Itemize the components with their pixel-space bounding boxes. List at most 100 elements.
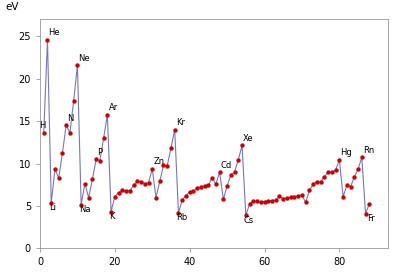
Point [186,190,193,194]
Point [138,179,144,184]
Point [100,136,107,140]
Point [52,167,58,171]
Text: He: He [49,28,60,37]
Point [168,146,174,150]
Point [48,200,54,205]
Point [175,211,182,215]
Point [325,170,331,174]
Point [366,201,372,206]
Point [190,189,197,193]
Point [362,212,369,216]
Text: Hg: Hg [340,148,352,157]
Point [299,193,305,198]
Point [235,158,242,162]
Point [108,209,114,214]
Point [314,179,320,184]
Point [145,181,152,185]
Point [295,194,301,198]
Point [321,175,328,179]
Point [291,194,298,199]
Point [89,177,96,181]
Text: Fr: Fr [367,214,374,223]
Point [130,183,137,187]
Point [332,168,339,172]
Text: H: H [39,121,46,131]
Point [231,170,238,174]
Point [198,184,204,189]
Text: Na: Na [79,205,91,214]
Point [220,197,226,201]
Point [205,183,212,187]
Point [119,188,126,193]
Point [209,176,215,180]
Text: eV: eV [5,2,19,12]
Point [258,200,264,204]
Point [224,184,230,188]
Point [276,194,283,198]
Point [82,181,88,186]
Point [261,199,268,204]
Text: Ne: Ne [78,54,90,63]
Point [97,158,103,163]
Point [67,131,73,135]
Point [288,195,294,200]
Point [336,158,342,162]
Point [160,163,167,168]
Text: K: K [109,212,115,221]
Point [115,190,122,195]
Point [153,195,159,200]
Text: Rb: Rb [176,213,188,222]
Point [318,180,324,184]
Point [123,189,129,193]
Point [112,194,118,199]
Point [213,182,219,186]
Point [250,199,256,203]
Point [70,98,77,103]
Text: Rn: Rn [363,146,374,155]
Point [216,170,223,174]
Text: Xe: Xe [243,134,254,143]
Text: Zn: Zn [153,157,164,166]
Text: Cd: Cd [221,161,232,169]
Point [269,198,275,203]
Point [302,200,309,205]
Point [310,182,316,187]
Point [284,196,290,200]
Point [93,157,99,162]
Point [194,186,200,190]
Point [63,123,69,127]
Point [228,173,234,177]
Text: P: P [97,148,102,157]
Point [78,203,84,207]
Point [156,179,163,184]
Point [179,198,185,202]
Point [239,143,245,148]
Point [347,184,354,189]
Point [351,175,358,179]
Point [243,213,249,217]
Point [149,166,156,171]
Point [74,63,81,68]
Point [280,197,286,201]
Point [183,193,189,198]
Point [164,163,170,168]
Point [272,198,279,203]
Point [172,128,178,132]
Point [142,181,148,186]
Point [355,167,361,172]
Text: Ar: Ar [108,103,118,112]
Point [59,151,66,155]
Text: Cs: Cs [244,216,254,225]
Text: Kr: Kr [176,118,185,127]
Point [40,131,47,135]
Point [202,184,208,188]
Point [254,199,260,204]
Point [265,199,272,203]
Point [104,113,110,117]
Point [340,194,346,199]
Point [127,189,133,193]
Point [56,176,62,180]
Point [246,202,253,206]
Point [44,38,51,42]
Text: Li: Li [49,203,56,212]
